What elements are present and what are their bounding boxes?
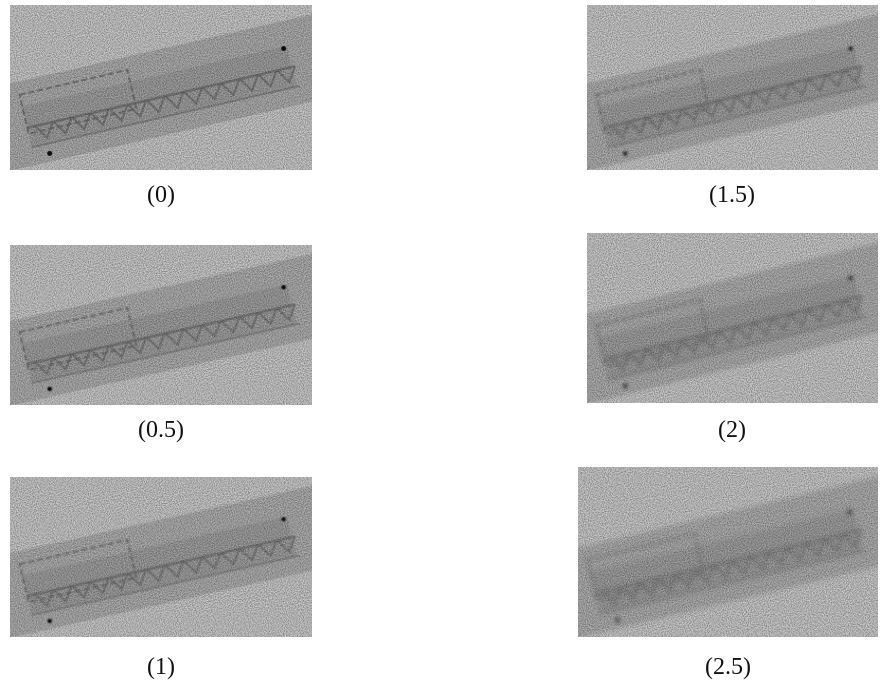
caption: (0) — [147, 182, 175, 208]
microscopy-image — [10, 477, 312, 637]
microscopy-image — [10, 5, 312, 170]
caption: (2) — [718, 417, 746, 443]
caption: (1) — [147, 654, 175, 680]
microscopy-image — [10, 245, 312, 405]
microscopy-image — [587, 5, 878, 170]
microscopy-image — [587, 233, 878, 403]
caption: (1.5) — [709, 182, 755, 208]
microscopy-image — [578, 467, 878, 637]
caption: (0.5) — [138, 417, 184, 443]
caption: (2.5) — [705, 654, 751, 680]
